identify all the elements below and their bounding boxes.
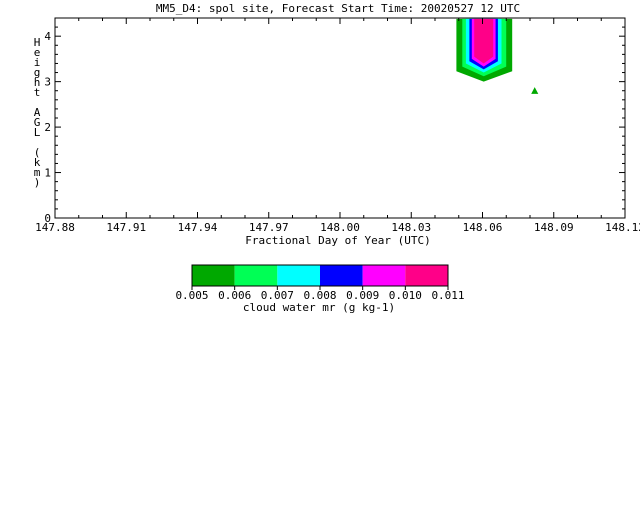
contour-fill-layer	[456, 18, 539, 94]
y-tick-label: 4	[44, 30, 51, 43]
colorbar-swatch	[405, 265, 448, 286]
colorbar-swatch	[362, 265, 406, 286]
x-tick-label: 148.09	[534, 221, 574, 234]
contour-region-5	[474, 18, 494, 64]
x-tick-label: 148.06	[463, 221, 503, 234]
x-tick-label: 148.03	[391, 221, 431, 234]
x-tick-label: 148.12	[605, 221, 640, 234]
y-tick-label: 2	[44, 121, 51, 134]
colorbar-label: cloud water mr (g kg-1)	[243, 301, 395, 314]
colorbar: 0.005 0.006 0.007 0.008 0.009 0.010 0.011	[175, 264, 465, 302]
plot-frame	[54, 17, 626, 219]
colorbar-tick-label: 0.011	[431, 289, 464, 302]
colorbar-swatch	[234, 265, 278, 286]
y-axis: 0 1 2 3 4	[44, 17, 625, 225]
x-tick-label: 147.94	[178, 221, 218, 234]
contour-region-6	[531, 87, 539, 94]
x-axis-label: Fractional Day of Year (UTC)	[245, 234, 430, 247]
colorbar-tick-label: 0.008	[303, 289, 336, 302]
colorbar-swatch	[277, 265, 320, 286]
x-tick-label: 147.91	[106, 221, 146, 234]
colorbar-tick-label: 0.007	[261, 289, 294, 302]
colorbar-tick-label: 0.009	[346, 289, 379, 302]
colorbar-swatch	[192, 265, 235, 286]
y-tick-label: 0	[44, 212, 51, 225]
colorbar-swatch	[320, 265, 363, 286]
x-axis: 147.88 147.91 147.94 147.97 148.00 148.03 148.…	[35, 18, 640, 234]
colorbar-tick-label: 0.005	[175, 289, 208, 302]
y-tick-label: 3	[44, 76, 51, 89]
colorbar-tick-label: 0.006	[218, 289, 251, 302]
y-tick-label: 1	[44, 167, 51, 180]
colorbar-tick-label: 0.010	[389, 289, 422, 302]
x-tick-label: 147.97	[249, 221, 289, 234]
x-tick-label: 147.88	[35, 221, 75, 234]
chart-title: MM5_D4: spol site, Forecast Start Time: …	[156, 2, 520, 15]
x-tick-label: 148.00	[320, 221, 360, 234]
